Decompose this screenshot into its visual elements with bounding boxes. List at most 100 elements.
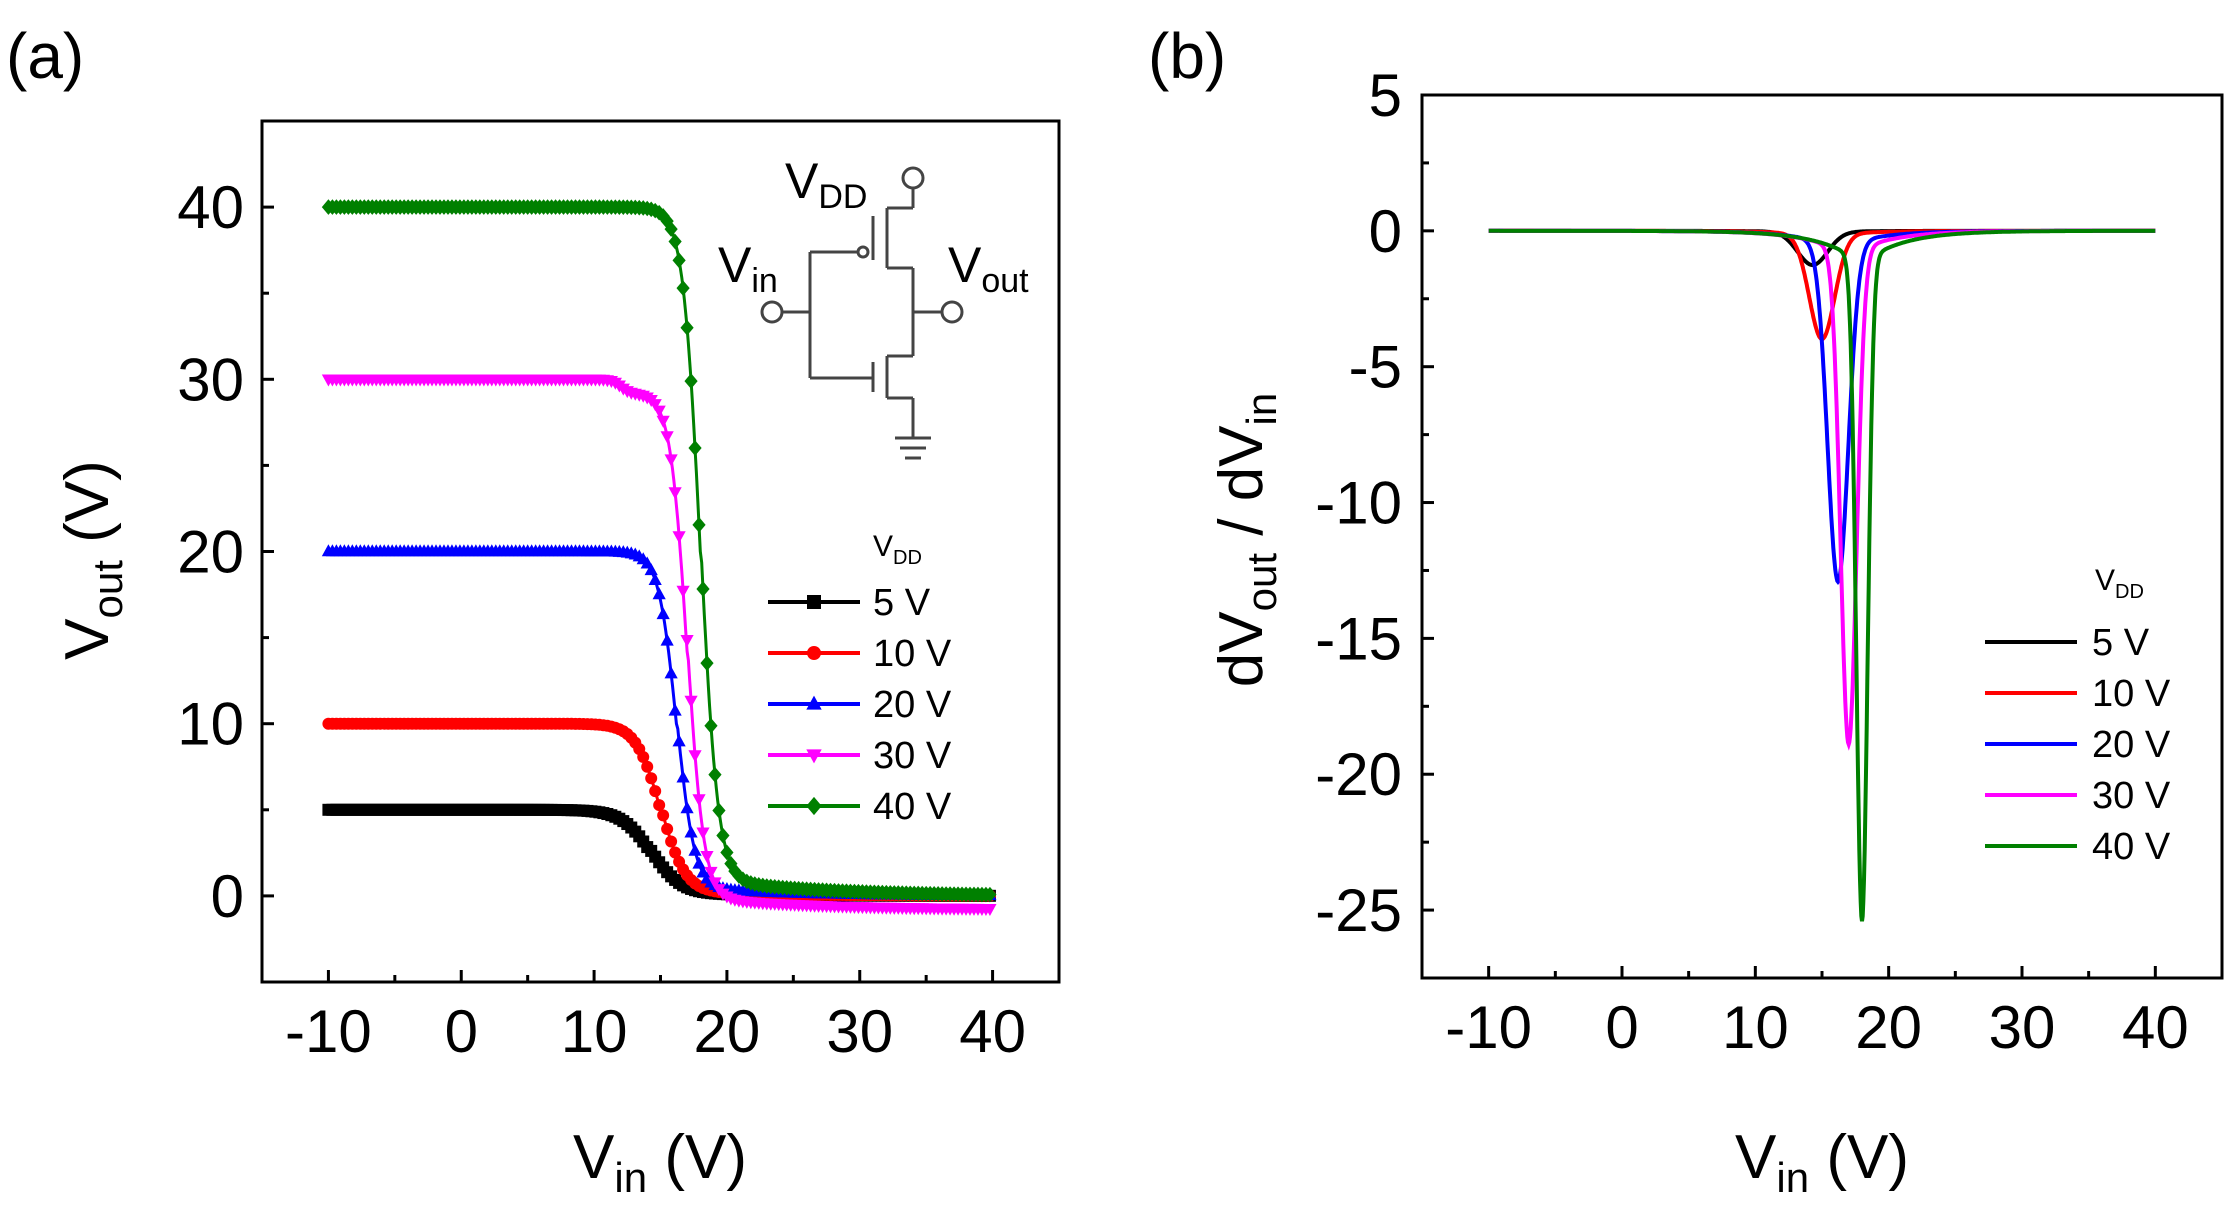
panel-a-data-point: [668, 233, 682, 250]
panel-b-x-tick-label: -10: [1445, 994, 1532, 1061]
panel-a-chart: -10 0 10 20 30 40 0 10 20 30 40 Vout (V) Vin (V): [53, 119, 1061, 1201]
panel-a-legend-marker: [807, 646, 821, 660]
panel-a-x-tick-label: -10: [285, 998, 372, 1065]
panel-a-data-point: [653, 799, 666, 812]
panel-a-legend-label: 10 V: [873, 633, 952, 675]
panel-a-data-point: [696, 827, 710, 840]
panel-a-legend-marker: [806, 695, 822, 710]
panel-a-data-point: [680, 319, 694, 336]
panel-a-series-group: [321, 199, 997, 917]
panel-a-data-point: [648, 399, 662, 412]
panel-a-data-point: [692, 517, 706, 533]
panel-b-y-axis-label: dVout / dVin: [1207, 393, 1285, 687]
vout-terminal-icon: [940, 300, 964, 324]
panel-b-y-tick-label: 0: [1369, 198, 1402, 265]
panel-a-data-point: [664, 666, 678, 679]
panel-a-data-point: [652, 587, 666, 600]
panel-a-data-point: [684, 373, 698, 389]
panel-b-legend-label: 20 V: [2092, 724, 2171, 766]
panel-a-legend-marker: [806, 796, 822, 816]
panel-a-y-tick-label: 10: [177, 691, 244, 758]
panel-a-data-point: [732, 868, 746, 884]
panel-a-data-point: [680, 634, 694, 647]
panel-a-data-point: [669, 846, 682, 859]
panel-b-y-tick-label: -15: [1315, 605, 1402, 672]
panel-a-data-point: [676, 770, 690, 783]
panel-a-data-point: [676, 585, 690, 598]
panel-b-series-group: [1488, 228, 2156, 922]
inset-vdd-label: VDD: [785, 153, 867, 216]
panel-a-legend-label: 40 V: [873, 786, 952, 828]
panel-a-data-point: [684, 695, 698, 708]
panel-a-y-axis-label: Vout (V): [53, 460, 131, 660]
panel-a-data-point: [665, 835, 678, 848]
panel-a-axes: -10 0 10 20 30 40 0 10 20 30 40: [177, 119, 1061, 1065]
panel-b-legend-label: 5 V: [2092, 622, 2150, 664]
panel-b-legend: 5 V 10 V 20 V 30 V 40 V: [1985, 622, 2171, 868]
panel-a-data-point: [700, 655, 714, 671]
panel-a-data-point: [660, 633, 674, 646]
panel-b-series-line: [1488, 228, 2156, 751]
panel-a-x-tick-label: 30: [826, 998, 893, 1065]
panel-b-y-tick-label: 5: [1369, 62, 1402, 129]
panel-b-x-tick-label: 40: [2122, 994, 2189, 1061]
panel-a-x-tick-label: 10: [561, 998, 628, 1065]
inset-vin-label: Vin: [718, 237, 778, 300]
panel-a-data-point: [708, 766, 722, 783]
panel-a-legend-label: 30 V: [873, 735, 952, 777]
panel-a-data-point: [983, 886, 997, 903]
panel-a-legend-label: 5 V: [873, 582, 931, 624]
panel-b-label: (b): [1148, 20, 1226, 92]
panel-a-legend-marker: [806, 749, 822, 764]
panel-a-data-point: [688, 750, 702, 763]
panel-a-data-point: [704, 866, 718, 879]
panel-a-legend-label: 20 V: [873, 684, 952, 726]
vdd-terminal-icon: [901, 166, 925, 190]
panel-a-data-point: [656, 607, 670, 620]
panel-b-x-tick-label: 20: [1855, 994, 1922, 1061]
panel-b-y-tick-label: -20: [1315, 741, 1402, 808]
panel-a-data-point: [664, 454, 678, 467]
panel-a-y-tick-label: 30: [177, 346, 244, 413]
panel-a-data-point: [645, 772, 658, 785]
panel-a-data-point: [664, 221, 678, 237]
panel-a-data-point: [652, 204, 666, 221]
panel-a-data-point: [688, 843, 702, 856]
panel-b-y-tick-label: -10: [1315, 470, 1402, 537]
panel-a-y-tick-label: 20: [177, 519, 244, 586]
panel-b-x-tick-label: 10: [1722, 994, 1789, 1061]
panel-b-legend-title: VDD: [2095, 564, 2144, 603]
panel-b-y-tick-label: -25: [1315, 877, 1402, 944]
panel-a-data-point: [649, 785, 662, 798]
panel-a-legend-marker: [807, 595, 821, 609]
panel-a-data-point: [672, 734, 686, 747]
panel-a-data-point: [684, 825, 698, 838]
panel-b-x-tick-label: 30: [1989, 994, 2056, 1061]
panel-b-legend-label: 40 V: [2092, 826, 2171, 868]
panel-b-legend-label: 30 V: [2092, 775, 2171, 817]
panel-a-x-axis-label: Vin (V): [573, 1123, 747, 1201]
panel-a-data-point: [676, 280, 690, 296]
panel-a-legend-title: VDD: [873, 530, 922, 569]
panel-b-series-line: [1488, 228, 2156, 585]
panel-b-legend-label: 10 V: [2092, 673, 2171, 715]
panel-a-data-point: [652, 405, 666, 418]
panel-a-legend: 5 V 10 V 20 V 30 V 40 V: [768, 582, 952, 828]
panel-a-data-point: [692, 794, 706, 807]
panel-a-data-point: [660, 431, 674, 444]
panel-a-y-tick-label: 0: [211, 863, 244, 930]
panel-a-data-point: [692, 856, 706, 869]
panel-a-data-point: [983, 904, 997, 917]
panel-a-data-point: [700, 850, 714, 863]
panel-a-data-point: [704, 718, 718, 734]
panel-b-series-line: [1488, 228, 2156, 922]
panel-a-data-point: [661, 823, 674, 836]
panel-a-data-point: [668, 703, 682, 716]
panel-a-data-point: [641, 760, 654, 773]
panel-a-data-point: [688, 440, 702, 456]
panel-a-label: (a): [6, 20, 84, 92]
panel-a-data-point: [672, 252, 686, 269]
